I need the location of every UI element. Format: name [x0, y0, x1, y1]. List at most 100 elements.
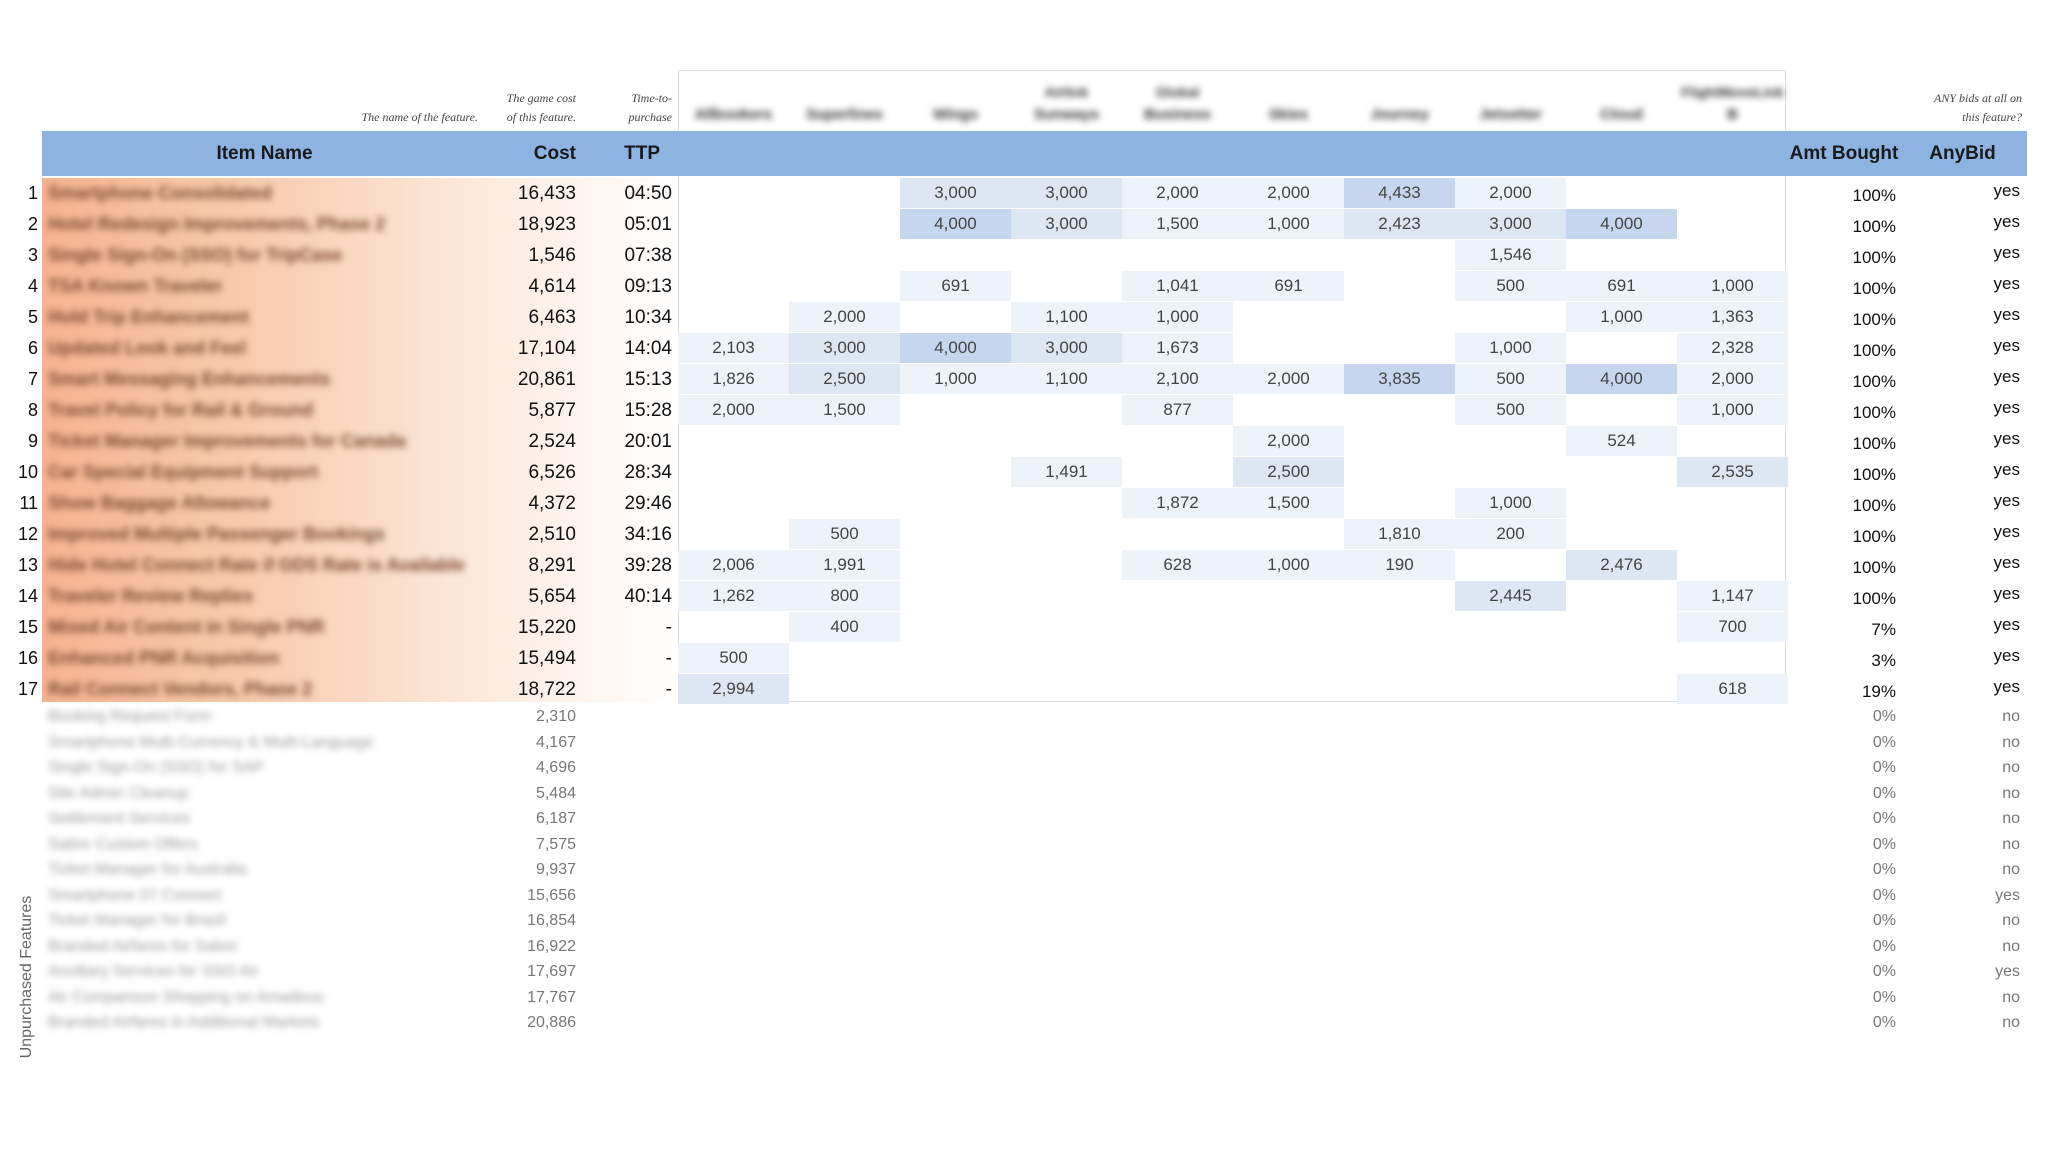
anybid-header[interactable]: AnyBid	[1929, 143, 1996, 164]
bid-cell[interactable]: 2,000	[1233, 178, 1344, 208]
table-row[interactable]: Ticket Manager for Australia 9,937 0% no	[0, 857, 2048, 883]
bid-cell[interactable]: 2,006	[678, 550, 789, 580]
bid-cell[interactable]: 500	[1455, 364, 1566, 394]
bid-cell[interactable]: 1,810	[1344, 519, 1455, 549]
bid-cell[interactable]: 2,445	[1455, 581, 1566, 611]
table-row[interactable]: 16 Enhanced PNR Acquisition 15,494 -500 3% ye…	[0, 643, 2048, 674]
table-row[interactable]: 4 TSA Known Traveler 4,614 09:13 691 1,041 691…	[0, 271, 2048, 302]
bid-cell[interactable]: 190	[1344, 550, 1455, 580]
bid-cell[interactable]: 3,000	[789, 333, 900, 363]
bid-cell[interactable]: 4,000	[1566, 364, 1677, 394]
bid-cell[interactable]: 1,826	[678, 364, 789, 394]
bid-cell[interactable]: 800	[789, 581, 900, 611]
bid-cell[interactable]: 3,000	[1011, 333, 1122, 363]
item-name-header[interactable]: Item Name	[216, 143, 313, 164]
bid-cell[interactable]: 2,328	[1677, 333, 1788, 363]
table-row[interactable]: 14 Traveler Review Replies 5,654 40:14 1,262…	[0, 581, 2048, 612]
bid-cell[interactable]: 1,100	[1011, 364, 1122, 394]
bid-cell[interactable]: 4,000	[900, 209, 1011, 239]
bid-cell[interactable]: 1,000	[1677, 395, 1788, 425]
bid-cell[interactable]: 1,872	[1122, 488, 1233, 518]
table-row[interactable]: 7 Smart Messaging Enhancements 20,861 15:13…	[0, 364, 2048, 395]
bid-cell[interactable]: 1,500	[1122, 209, 1233, 239]
bid-cell[interactable]: 3,000	[900, 178, 1011, 208]
bid-cell[interactable]: 4,433	[1344, 178, 1455, 208]
bid-cell[interactable]: 500	[789, 519, 900, 549]
table-row[interactable]: 3 Single Sign-On (SSO) for TripCase 1,546 0…	[0, 240, 2048, 271]
ttp-header[interactable]: TTP	[624, 143, 660, 164]
bid-cell[interactable]: 1,147	[1677, 581, 1788, 611]
bid-cell[interactable]: 1,491	[1011, 457, 1122, 487]
bid-cell[interactable]: 1,000	[1566, 302, 1677, 332]
table-row[interactable]: 5 Hold Trip Enhancement 6,463 10:34 2,000 1,1…	[0, 302, 2048, 333]
bid-cell[interactable]: 400	[789, 612, 900, 642]
table-row[interactable]: 17 Rail Connect Vendors, Phase 2 18,722 -2,…	[0, 674, 2048, 705]
bid-cell[interactable]: 200	[1455, 519, 1566, 549]
table-row[interactable]: Smartphone 07 Connect 15,656 0% yes	[0, 883, 2048, 909]
bid-cell[interactable]: 2,535	[1677, 457, 1788, 487]
table-row[interactable]: Branded Airfares in Additional Markets 20…	[0, 1010, 2048, 1036]
bid-cell[interactable]: 691	[900, 271, 1011, 301]
bid-cell[interactable]: 3,000	[1455, 209, 1566, 239]
table-row[interactable]: Site Admin Cleanup 5,484 0% no	[0, 781, 2048, 807]
cost-header[interactable]: Cost	[533, 143, 576, 164]
amt-bought-header[interactable]: Amt Bought	[1789, 143, 1899, 164]
bid-cell[interactable]: 2,000	[1455, 178, 1566, 208]
bid-cell[interactable]: 691	[1233, 271, 1344, 301]
bid-cell[interactable]: 2,994	[678, 674, 789, 704]
table-row[interactable]: Branded Airfares for Sabre 16,922 0% no	[0, 934, 2048, 960]
bid-cell[interactable]: 1,500	[789, 395, 900, 425]
bid-cell[interactable]: 500	[1455, 271, 1566, 301]
bid-cell[interactable]: 2,000	[1233, 364, 1344, 394]
bid-cell[interactable]: 2,100	[1122, 364, 1233, 394]
bid-cell[interactable]: 628	[1122, 550, 1233, 580]
bid-cell[interactable]: 2,000	[789, 302, 900, 332]
bid-cell[interactable]: 2,500	[789, 364, 900, 394]
bid-cell[interactable]: 1,000	[900, 364, 1011, 394]
table-row[interactable]: 2 Hotel Redesign Improvements, Phase 2 18,…	[0, 209, 2048, 240]
table-row[interactable]: Sabre Custom Offers 7,575 0% no	[0, 832, 2048, 858]
bid-cell[interactable]: 1,673	[1122, 333, 1233, 363]
bid-cell[interactable]: 1,000	[1233, 209, 1344, 239]
bid-cell[interactable]: 1,000	[1455, 488, 1566, 518]
table-row[interactable]: Air Comparison Shopping on Amadeus 17,767…	[0, 985, 2048, 1011]
table-row[interactable]: Booking Request Form 2,310 0% no	[0, 704, 2048, 730]
table-row[interactable]: Ticket Manager for Brazil 16,854 0% no	[0, 908, 2048, 934]
bid-cell[interactable]: 2,103	[678, 333, 789, 363]
bid-cell[interactable]: 1,991	[789, 550, 900, 580]
bid-cell[interactable]: 618	[1677, 674, 1788, 704]
bid-cell[interactable]: 1,000	[1677, 271, 1788, 301]
bid-cell[interactable]: 700	[1677, 612, 1788, 642]
table-row[interactable]: Settlement Services 6,187 0% no	[0, 806, 2048, 832]
bid-cell[interactable]: 2,423	[1344, 209, 1455, 239]
bid-cell[interactable]: 691	[1566, 271, 1677, 301]
bid-cell[interactable]: 4,000	[1566, 209, 1677, 239]
table-row[interactable]: 8 Travel Policy for Rail & Ground 5,877 15:…	[0, 395, 2048, 426]
bid-cell[interactable]: 500	[678, 643, 789, 673]
bid-cell[interactable]: 500	[1455, 395, 1566, 425]
bid-cell[interactable]: 3,000	[1011, 209, 1122, 239]
bid-cell[interactable]: 1,041	[1122, 271, 1233, 301]
bid-cell[interactable]: 1,000	[1455, 333, 1566, 363]
bid-cell[interactable]: 1,000	[1233, 550, 1344, 580]
table-row[interactable]: 13 Hide Hotel Connect Rate if GDS Rate is…	[0, 550, 2048, 581]
bid-cell[interactable]: 1,262	[678, 581, 789, 611]
table-row[interactable]: 15 Mixed Air Content in Single PNR 15,220 -…	[0, 612, 2048, 643]
bid-cell[interactable]: 3,000	[1011, 178, 1122, 208]
bid-cell[interactable]: 1,546	[1455, 240, 1566, 270]
bid-cell[interactable]: 524	[1566, 426, 1677, 456]
bid-cell[interactable]: 3,835	[1344, 364, 1455, 394]
bid-cell[interactable]: 877	[1122, 395, 1233, 425]
bid-cell[interactable]: 2,000	[678, 395, 789, 425]
bid-cell[interactable]: 2,500	[1233, 457, 1344, 487]
bid-cell[interactable]: 2,000	[1122, 178, 1233, 208]
table-row[interactable]: 6 Updated Look and Feel 17,104 14:04 2,103 3,…	[0, 333, 2048, 364]
bid-cell[interactable]: 1,100	[1011, 302, 1122, 332]
bid-cell[interactable]: 1,500	[1233, 488, 1344, 518]
table-row[interactable]: 10 Car Special Equipment Support 6,526 28:3…	[0, 457, 2048, 488]
table-row[interactable]: 11 Show Baggage Allowance 4,372 29:46 1,872 1…	[0, 488, 2048, 519]
bid-cell[interactable]: 2,476	[1566, 550, 1677, 580]
table-row[interactable]: Smartphone Multi-Currency & Multi-Langua…	[0, 730, 2048, 756]
bid-cell[interactable]: 4,000	[900, 333, 1011, 363]
bid-cell[interactable]: 2,000	[1233, 426, 1344, 456]
